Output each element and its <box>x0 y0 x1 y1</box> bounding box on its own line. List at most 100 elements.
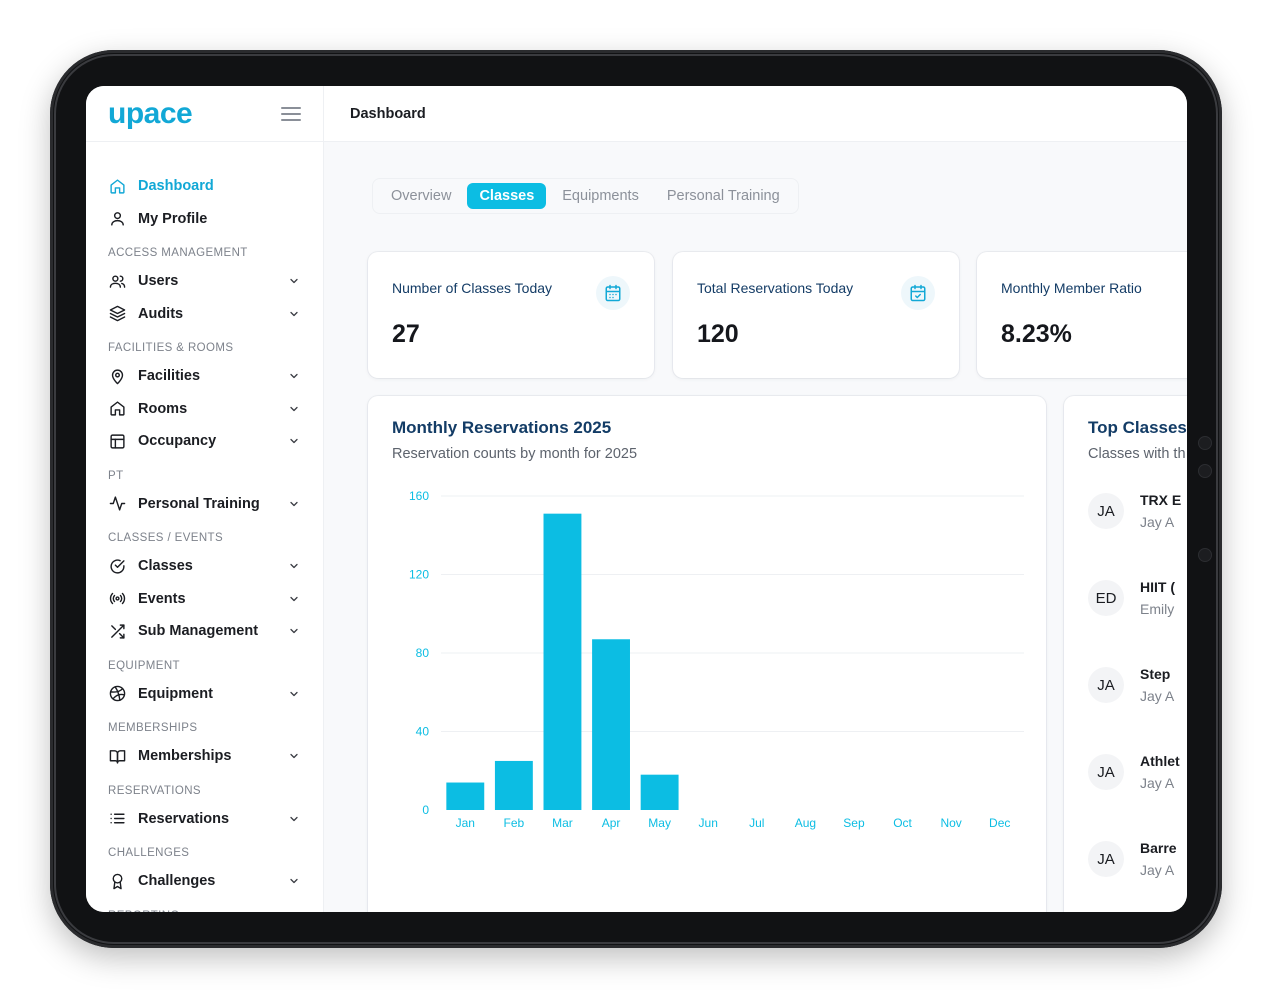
class-info: Athlet Jay A <box>1140 753 1180 791</box>
sidebar: upace Dashboard My Profile ACCESS MANAGEME… <box>86 86 324 912</box>
sidebar-item-label: Dashboard <box>138 178 214 195</box>
chevron-down-icon[interactable] <box>287 434 301 448</box>
class-name: Barre <box>1140 840 1177 856</box>
stat-value: 120 <box>697 320 739 348</box>
sidebar-section-title: ACCESS MANAGEMENT <box>108 247 248 259</box>
sidebar-item-equipment[interactable]: Equipment <box>86 678 323 711</box>
chevron-down-icon[interactable] <box>287 559 301 573</box>
chevron-down-icon[interactable] <box>287 749 301 763</box>
sidebar-item-my-profile[interactable]: My Profile <box>86 203 323 236</box>
y-tick-label: 160 <box>409 489 429 503</box>
chevron-down-icon[interactable] <box>287 624 301 638</box>
calendar-check-icon <box>901 276 935 310</box>
stat-value: 27 <box>392 320 420 348</box>
sidebar-item-label: Occupancy <box>138 433 217 450</box>
stat-card-reservations-today: Total Reservations Today 120 <box>673 252 959 378</box>
chevron-down-icon[interactable] <box>287 402 301 416</box>
bar-may[interactable] <box>640 774 679 810</box>
chart-subtitle: Reservation counts by month for 2025 <box>392 446 638 462</box>
sidebar-item-label: Sub Management <box>138 623 259 640</box>
top-classes-subtitle: Classes with th <box>1088 446 1186 462</box>
sidebar-item-label: Equipment <box>138 685 213 702</box>
list-item[interactable]: JA Step Jay A <box>1088 666 1174 704</box>
sidebar-header: upace <box>86 86 323 142</box>
sidebar-item-dashboard[interactable]: Dashboard <box>86 170 323 203</box>
x-tick-label: Jun <box>699 816 718 830</box>
chevron-down-icon[interactable] <box>287 874 301 888</box>
list-icon <box>108 810 126 828</box>
chevron-down-icon[interactable] <box>287 274 301 288</box>
side-sensor <box>1198 464 1212 478</box>
chevron-down-icon[interactable] <box>287 369 301 383</box>
sidebar-nav: Dashboard My Profile ACCESS MANAGEMENT User… <box>86 142 323 912</box>
x-tick-label: Jan <box>456 816 475 830</box>
class-info: Barre Jay A <box>1140 840 1177 878</box>
sidebar-section-title: EQUIPMENT <box>108 659 180 672</box>
check-circle-icon <box>108 557 126 575</box>
sidebar-item-memberships[interactable]: Memberships <box>86 740 323 773</box>
sidebar-item-occupancy[interactable]: Occupancy <box>86 425 323 458</box>
class-info: HIIT (Emily <box>1140 579 1175 617</box>
x-tick-label: Nov <box>940 816 961 830</box>
sidebar-section-title: CHALLENGES <box>108 847 190 859</box>
tab-overview[interactable]: Overview <box>391 188 452 204</box>
users-icon <box>108 272 126 290</box>
sidebar-item-facilities[interactable]: Facilities <box>86 360 323 393</box>
sidebar-item-label: Events <box>138 590 186 607</box>
class-instructor: Jay A <box>1140 775 1175 791</box>
avatar: JA <box>1088 493 1124 529</box>
avatar: ED <box>1088 580 1124 616</box>
list-item[interactable]: JA Barre Jay A <box>1088 840 1177 878</box>
bar-feb[interactable] <box>494 760 533 810</box>
sidebar-section-title: RESERVATIONS <box>108 784 201 797</box>
sidebar-item-label: Challenges <box>138 873 216 890</box>
monthly-reservations-chart: 0 40 80 120 160 Jan Feb Mar Apr May Jun Jul Aug Sep Oc… <box>409 489 1024 830</box>
sidebar-item-users[interactable]: Users <box>86 265 323 298</box>
chevron-down-icon[interactable] <box>287 592 301 606</box>
top-classes-card: Top Classes 2 Classes with th JA TRX E Jay… <box>1064 396 1187 912</box>
sidebar-item-reservations[interactable]: Reservations <box>86 803 323 836</box>
brand-logo[interactable]: upace <box>108 96 193 130</box>
map-pin-icon <box>108 367 126 385</box>
bar-jan[interactable] <box>446 782 485 810</box>
class-name: Step <box>1140 666 1171 682</box>
award-icon <box>108 872 126 890</box>
class-info: TRX E Jay A <box>1140 492 1181 530</box>
sidebar-item-label: Reservations <box>138 810 230 827</box>
list-item[interactable]: JA Athlet Jay A <box>1088 753 1180 791</box>
side-sensor <box>1198 436 1212 450</box>
sidebar-item-sub-management[interactable]: Sub Management <box>86 615 323 648</box>
chevron-down-icon[interactable] <box>287 687 301 701</box>
sidebar-section-title: MEMBERSHIPS <box>108 722 198 734</box>
bar-apr[interactable] <box>592 639 630 810</box>
x-tick-label: Feb <box>504 816 525 830</box>
sidebar-item-events[interactable]: Events <box>86 583 323 616</box>
chevron-down-icon[interactable] <box>287 307 301 321</box>
sidebar-section-title: PT <box>108 469 124 482</box>
chevron-down-icon[interactable] <box>287 812 301 826</box>
chevron-down-icon[interactable] <box>287 497 301 511</box>
menu-toggle-icon[interactable] <box>281 106 301 121</box>
tab-personal-training[interactable]: Personal Training <box>666 188 780 204</box>
sidebar-item-label: Rooms <box>138 400 188 417</box>
sidebar-item-rooms[interactable]: Rooms <box>86 393 323 426</box>
sidebar-item-audits[interactable]: Audits <box>86 298 323 331</box>
sidebar-item-classes[interactable]: Classes <box>86 550 323 583</box>
avatar: JA <box>1088 667 1124 703</box>
stat-value: 8.23% <box>1001 320 1072 348</box>
top-classes-title: Top Classes 2 <box>1088 418 1187 437</box>
tab-classes[interactable]: Classes <box>467 183 547 209</box>
sidebar-section-title: FACILITIES & ROOMS <box>108 342 234 354</box>
tab-equipments[interactable]: Equipments <box>562 188 639 204</box>
class-name: Athlet <box>1140 753 1180 769</box>
list-item[interactable]: ED HIIT (Emily <box>1088 579 1175 617</box>
sidebar-item-personal-training[interactable]: Personal Training <box>86 488 323 521</box>
bar-mar[interactable] <box>543 513 582 810</box>
y-tick-label: 0 <box>422 803 429 817</box>
avatar: JA <box>1088 754 1124 790</box>
sidebar-item-challenges[interactable]: Challenges <box>86 865 323 898</box>
class-name: HIIT ( <box>1140 579 1175 595</box>
list-item[interactable]: JA TRX E Jay A <box>1088 492 1181 530</box>
app-screen: upace Dashboard My Profile ACCESS MANAGEME… <box>86 86 1187 912</box>
chart-title: Monthly Reservations 2025 <box>392 418 612 437</box>
